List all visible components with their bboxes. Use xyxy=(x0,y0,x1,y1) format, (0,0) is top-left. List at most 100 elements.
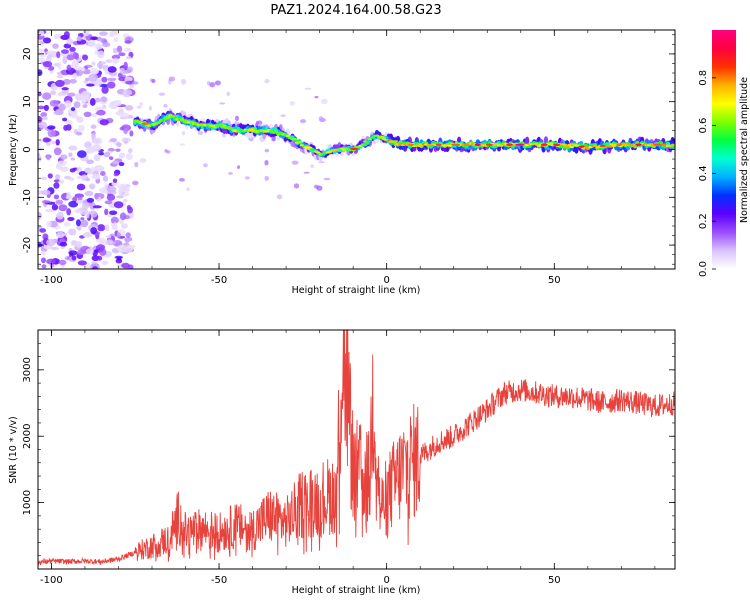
noise-blob xyxy=(75,209,82,213)
noise-blob xyxy=(116,257,122,261)
noise-blob xyxy=(58,103,66,111)
noise-blob xyxy=(55,199,64,205)
noise-blob xyxy=(126,204,132,210)
noise-blob xyxy=(51,204,59,211)
ridge-hotspot xyxy=(303,146,313,149)
noise-blob xyxy=(119,212,127,221)
noise-blob xyxy=(73,101,81,109)
noise-blob xyxy=(53,182,60,189)
noise-blob xyxy=(100,171,106,176)
noise-blob xyxy=(55,174,61,180)
noise-blob xyxy=(83,111,92,118)
noise-blob xyxy=(85,77,90,82)
noise-blob xyxy=(98,151,105,156)
noise-blob xyxy=(75,219,81,227)
noise-blob xyxy=(56,75,64,79)
noise-blob xyxy=(112,47,118,54)
noise-blob xyxy=(49,90,57,96)
ridge-hotspot xyxy=(599,144,606,148)
noise-blob xyxy=(66,208,72,216)
noise-blob xyxy=(86,159,95,164)
noise-blob xyxy=(55,231,65,239)
noise-blob xyxy=(71,255,77,261)
noise-blob xyxy=(115,148,121,152)
heatmap-x-tick-label: -50 xyxy=(211,275,227,286)
noise-blob xyxy=(38,262,42,268)
noise-blob xyxy=(50,246,60,251)
noise-blob xyxy=(95,111,104,116)
ridge-segment xyxy=(569,146,574,149)
noise-blob xyxy=(119,70,127,75)
noise-blob xyxy=(76,36,83,42)
ridge-segment xyxy=(609,143,614,146)
noise-blob xyxy=(181,130,186,136)
ridge-hotspot xyxy=(474,143,481,146)
noise-blob xyxy=(121,137,131,143)
noise-blob xyxy=(56,51,61,59)
ridge-hotspot xyxy=(578,145,585,148)
noise-blob xyxy=(109,156,114,161)
noise-blob xyxy=(45,50,56,55)
noise-blob xyxy=(62,56,68,65)
noise-blob xyxy=(38,139,44,143)
ridge-hotspot xyxy=(635,143,642,146)
noise-blob xyxy=(68,200,79,208)
noise-blob xyxy=(106,81,116,89)
noise-blob xyxy=(91,144,102,152)
noise-blob xyxy=(44,208,55,213)
noise-blob xyxy=(66,64,72,71)
ridge-hotspot xyxy=(553,143,561,147)
noise-blob xyxy=(158,92,166,96)
noise-blob xyxy=(264,148,270,153)
noise-blob xyxy=(56,71,62,76)
noise-blob xyxy=(102,42,111,48)
noise-blob xyxy=(76,175,83,180)
noise-blob xyxy=(126,55,132,60)
noise-blob xyxy=(94,78,103,87)
ridge-hotspot xyxy=(451,143,461,146)
noise-blob xyxy=(46,220,52,227)
ridge-segment xyxy=(365,140,370,143)
ridge-segment xyxy=(360,143,366,147)
noise-blob xyxy=(100,96,108,103)
noise-blob xyxy=(104,200,113,205)
noise-blob xyxy=(53,62,60,67)
noise-blob xyxy=(46,154,51,161)
noise-blob xyxy=(178,178,185,182)
noise-blob xyxy=(117,244,127,253)
ridge-segment xyxy=(536,144,542,147)
noise-blob xyxy=(70,107,76,112)
noise-blob xyxy=(226,91,230,96)
noise-blob xyxy=(71,60,80,68)
noise-blob xyxy=(41,257,46,264)
noise-blob xyxy=(52,43,59,49)
ridge-segment xyxy=(583,144,589,147)
ridge-hotspot xyxy=(222,126,231,129)
noise-blob xyxy=(123,61,128,70)
noise-blob xyxy=(209,81,216,88)
noise-blob xyxy=(105,239,114,245)
noise-blob xyxy=(303,171,310,174)
noise-blob xyxy=(42,116,48,121)
noise-blob xyxy=(102,104,107,109)
noise-blob xyxy=(40,250,46,256)
snr-y-ticks: 1000 2000 3000 xyxy=(22,329,675,570)
noise-blob xyxy=(125,105,134,111)
ridge-hotspot xyxy=(275,132,284,135)
noise-blob xyxy=(168,76,176,82)
noise-blob xyxy=(73,66,83,71)
colorbar-gradient xyxy=(712,30,736,269)
noise-blob xyxy=(70,157,76,161)
heatmap-x-tick-label: 0 xyxy=(383,275,389,286)
heatmap-y-axis-label: Frequency (Hz) xyxy=(8,114,19,186)
noise-blob xyxy=(121,262,130,269)
noise-blob xyxy=(47,129,56,138)
noise-blob xyxy=(38,48,45,52)
noise-blob xyxy=(75,199,85,204)
noise-blob xyxy=(264,159,269,166)
ridge-hotspot xyxy=(435,143,442,146)
ridge-segment xyxy=(370,136,375,139)
noise-blob xyxy=(107,66,117,73)
ridge-hotspot xyxy=(180,119,189,122)
noise-blob xyxy=(85,177,91,182)
